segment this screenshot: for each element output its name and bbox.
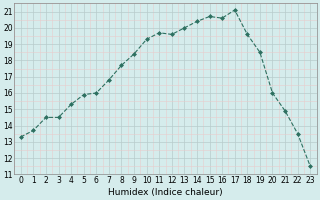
X-axis label: Humidex (Indice chaleur): Humidex (Indice chaleur) [108,188,223,197]
